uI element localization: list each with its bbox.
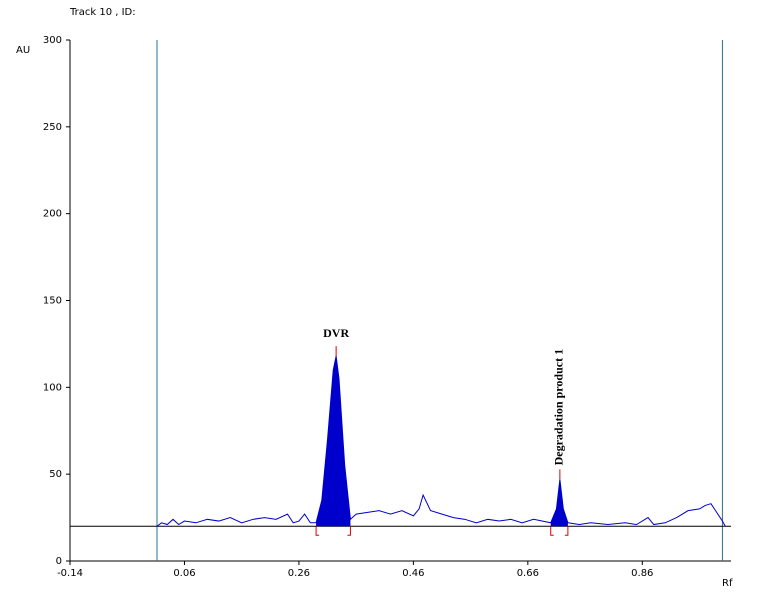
x-tick-label: 0.46 (402, 568, 424, 579)
y-tick-label: 50 (49, 469, 62, 480)
peak-area (550, 479, 568, 527)
x-tick-label: -0.14 (57, 568, 83, 579)
peak-end (564, 526, 569, 536)
chart-title: Track 10 , ID: (69, 7, 136, 18)
peak-start (550, 526, 554, 536)
y-axis-label: AU (16, 45, 30, 56)
x-axis-label: Rf (722, 578, 733, 589)
y-tick-label: 300 (43, 35, 62, 46)
y-tick-label: 150 (43, 296, 62, 307)
peak-start (315, 526, 320, 536)
x-tick-label: 0.26 (288, 568, 310, 579)
peak-label: Degradation product 1 (552, 349, 566, 465)
peak-area (316, 356, 351, 527)
y-tick-label: 200 (43, 209, 62, 220)
y-tick-label: 250 (43, 122, 62, 133)
x-tick-label: 0.06 (173, 568, 195, 579)
y-tick-label: 100 (43, 382, 62, 393)
x-tick-label: 0.66 (517, 568, 539, 579)
x-tick-label: 0.86 (631, 568, 653, 579)
trace-line (156, 355, 726, 527)
y-tick-label: 0 (56, 556, 62, 567)
peak-label: DVR (323, 326, 349, 340)
peak-end (347, 526, 351, 536)
